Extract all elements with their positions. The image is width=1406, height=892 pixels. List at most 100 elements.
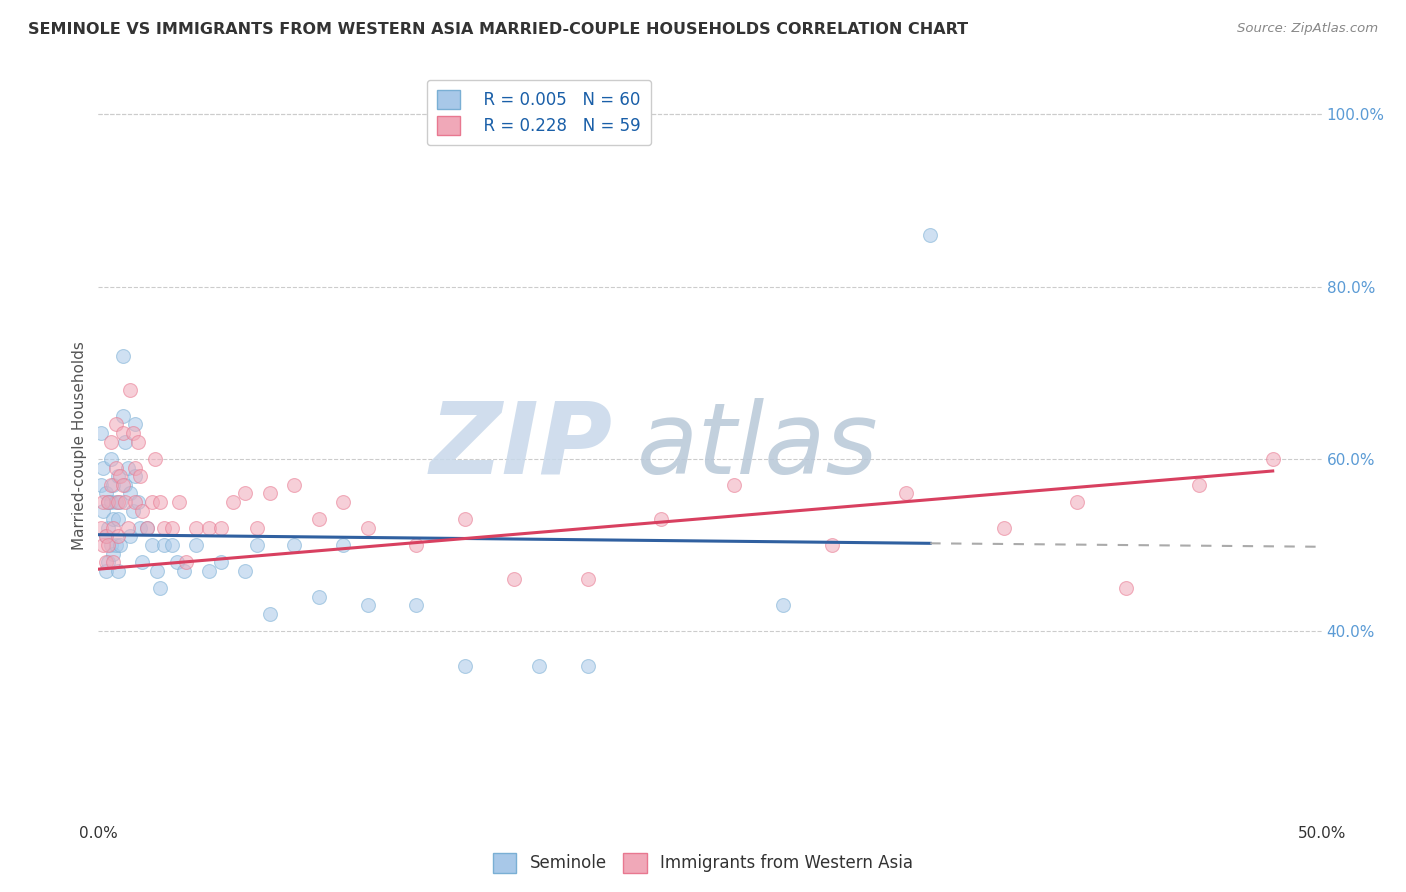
- Point: [332, 495, 354, 509]
- Point: [94, 555, 117, 569]
- Point: [246, 538, 269, 552]
- Point: [120, 383, 142, 397]
- Point: [94, 529, 117, 543]
- Point: [107, 529, 129, 543]
- Point: [107, 495, 129, 509]
- Point: [117, 460, 139, 475]
- Point: [259, 607, 281, 621]
- Point: [101, 477, 124, 491]
- Point: [104, 417, 127, 432]
- Point: [90, 477, 112, 491]
- Point: [91, 495, 114, 509]
- Point: [111, 426, 134, 441]
- Point: [160, 521, 183, 535]
- Point: [772, 599, 794, 613]
- Y-axis label: Married-couple Households: Married-couple Households: [72, 342, 87, 550]
- Point: [894, 486, 917, 500]
- Point: [94, 486, 117, 500]
- Point: [308, 590, 330, 604]
- Point: [186, 538, 208, 552]
- Point: [136, 521, 159, 535]
- Point: [90, 426, 112, 441]
- Point: [153, 521, 176, 535]
- Point: [124, 460, 146, 475]
- Point: [90, 521, 112, 535]
- Point: [1066, 495, 1088, 509]
- Point: [166, 555, 188, 569]
- Point: [120, 486, 142, 500]
- Point: [107, 469, 129, 483]
- Point: [101, 521, 124, 535]
- Point: [129, 521, 152, 535]
- Text: atlas: atlas: [637, 398, 879, 494]
- Point: [356, 521, 378, 535]
- Point: [233, 564, 256, 578]
- Point: [120, 529, 142, 543]
- Point: [993, 521, 1015, 535]
- Point: [405, 599, 427, 613]
- Point: [129, 469, 152, 483]
- Legend: Seminole, Immigrants from Western Asia: Seminole, Immigrants from Western Asia: [486, 847, 920, 880]
- Point: [110, 469, 132, 483]
- Point: [127, 495, 149, 509]
- Point: [117, 521, 139, 535]
- Point: [308, 512, 330, 526]
- Point: [110, 538, 132, 552]
- Point: [173, 564, 195, 578]
- Point: [197, 564, 219, 578]
- Point: [114, 477, 136, 491]
- Point: [503, 573, 526, 587]
- Point: [356, 599, 378, 613]
- Point: [100, 495, 122, 509]
- Point: [233, 486, 256, 500]
- Text: SEMINOLE VS IMMIGRANTS FROM WESTERN ASIA MARRIED-COUPLE HOUSEHOLDS CORRELATION C: SEMINOLE VS IMMIGRANTS FROM WESTERN ASIA…: [28, 22, 969, 37]
- Point: [101, 555, 124, 569]
- Point: [124, 495, 146, 509]
- Point: [91, 503, 114, 517]
- Point: [149, 581, 172, 595]
- Point: [131, 503, 153, 517]
- Point: [405, 538, 427, 552]
- Point: [527, 658, 550, 673]
- Point: [186, 521, 208, 535]
- Point: [197, 521, 219, 535]
- Point: [283, 538, 305, 552]
- Point: [107, 564, 129, 578]
- Point: [97, 495, 120, 509]
- Point: [146, 564, 169, 578]
- Point: [576, 658, 599, 673]
- Point: [101, 547, 124, 561]
- Point: [127, 434, 149, 449]
- Point: [121, 426, 143, 441]
- Point: [114, 434, 136, 449]
- Point: [332, 538, 354, 552]
- Point: [97, 538, 120, 552]
- Point: [124, 469, 146, 483]
- Point: [111, 409, 134, 423]
- Point: [121, 503, 143, 517]
- Point: [246, 521, 269, 535]
- Point: [97, 521, 120, 535]
- Point: [209, 555, 232, 569]
- Point: [114, 495, 136, 509]
- Point: [104, 538, 127, 552]
- Point: [94, 564, 117, 578]
- Point: [141, 495, 163, 509]
- Text: Source: ZipAtlas.com: Source: ZipAtlas.com: [1237, 22, 1378, 36]
- Point: [1261, 451, 1284, 466]
- Point: [131, 555, 153, 569]
- Point: [100, 538, 122, 552]
- Point: [101, 512, 124, 526]
- Point: [107, 512, 129, 526]
- Point: [91, 538, 114, 552]
- Point: [454, 658, 477, 673]
- Point: [97, 555, 120, 569]
- Point: [100, 434, 122, 449]
- Point: [920, 227, 942, 242]
- Point: [222, 495, 245, 509]
- Point: [100, 451, 122, 466]
- Point: [110, 495, 132, 509]
- Point: [160, 538, 183, 552]
- Point: [650, 512, 672, 526]
- Point: [167, 495, 190, 509]
